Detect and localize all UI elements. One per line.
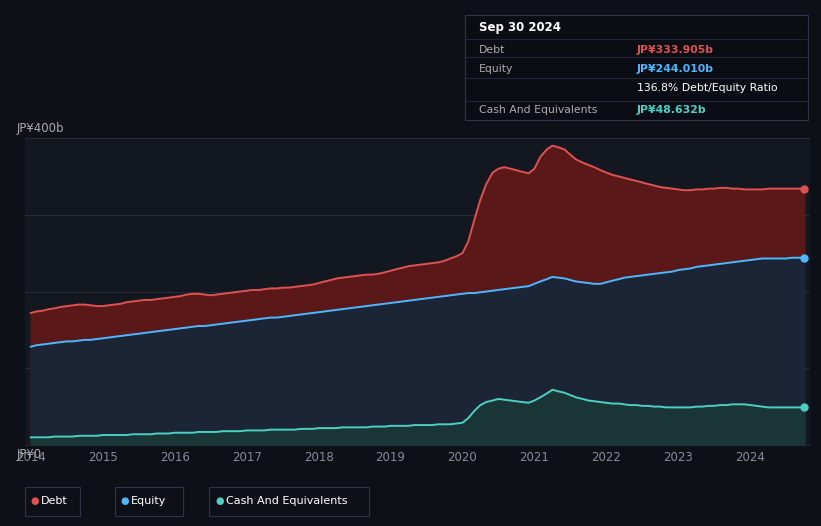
Text: Sep 30 2024: Sep 30 2024 [479, 21, 561, 34]
Text: Debt: Debt [41, 496, 68, 507]
Text: JP¥244.010b: JP¥244.010b [636, 64, 713, 74]
Text: 136.8% Debt/Equity Ratio: 136.8% Debt/Equity Ratio [636, 83, 777, 93]
Text: JP¥0: JP¥0 [16, 448, 42, 461]
Text: JP¥400b: JP¥400b [16, 123, 64, 135]
Text: ●: ● [215, 496, 223, 507]
Text: JP¥333.905b: JP¥333.905b [636, 45, 713, 55]
Text: Equity: Equity [479, 64, 513, 74]
Text: ●: ● [30, 496, 39, 507]
Text: Equity: Equity [131, 496, 167, 507]
Text: ●: ● [121, 496, 129, 507]
Text: JP¥48.632b: JP¥48.632b [636, 105, 706, 115]
Text: Cash And Equivalents: Cash And Equivalents [226, 496, 347, 507]
Text: Debt: Debt [479, 45, 505, 55]
Text: Cash And Equivalents: Cash And Equivalents [479, 105, 597, 115]
